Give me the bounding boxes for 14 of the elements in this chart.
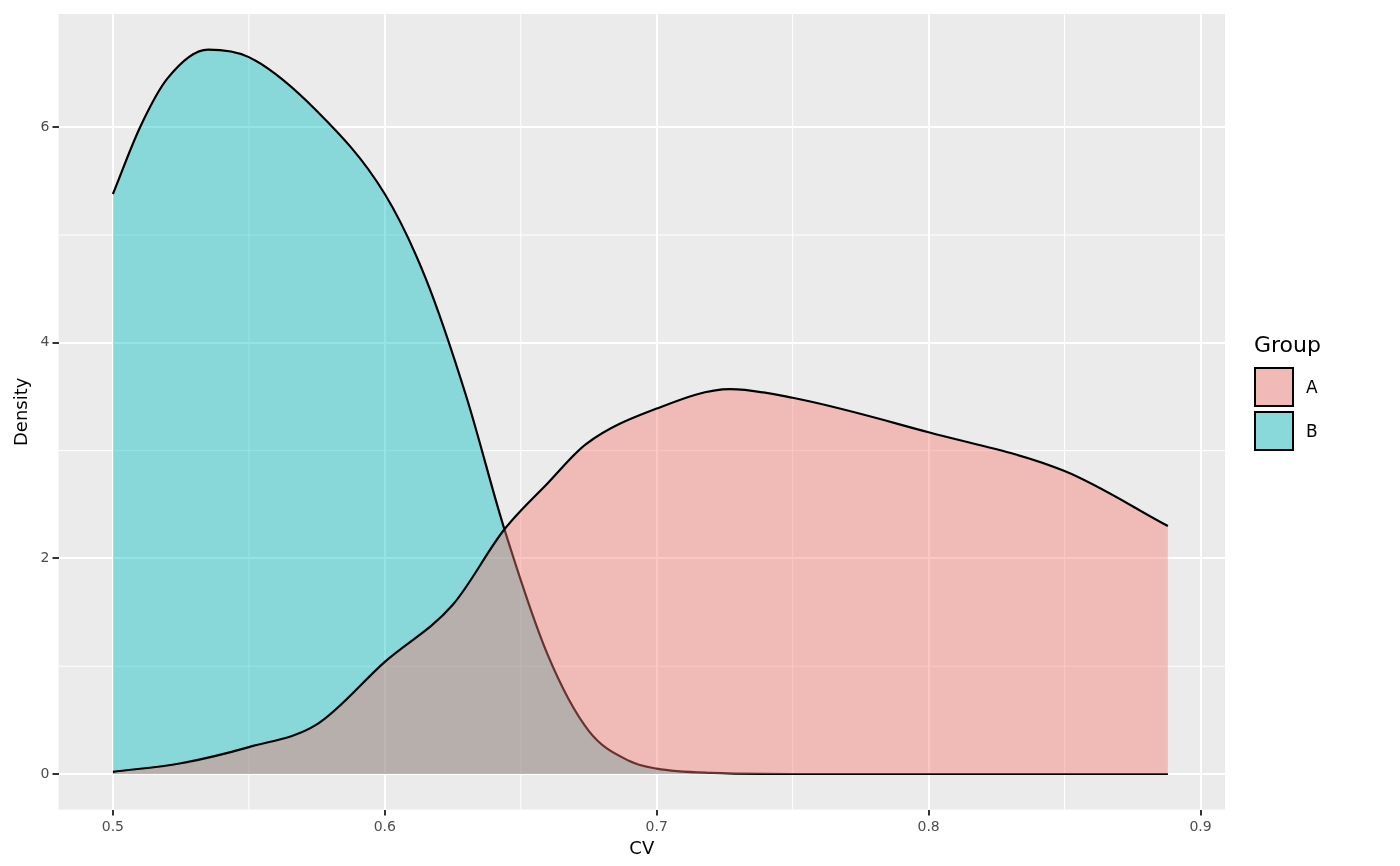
x-axis-title: CV — [629, 836, 655, 858]
x-tick-label: 0.8 — [917, 817, 940, 834]
y-tick-label: 2 — [40, 549, 50, 566]
legend-label: B — [1306, 421, 1318, 441]
y-axis-title: Density — [10, 377, 32, 447]
x-tick-label: 0.7 — [645, 817, 668, 834]
x-tick-label: 0.6 — [373, 817, 397, 834]
x-tick-label: 0.9 — [1189, 817, 1212, 834]
legend-label: A — [1306, 377, 1318, 397]
y-tick-label: 0 — [40, 764, 50, 781]
x-tick-label: 0.5 — [101, 817, 125, 834]
y-tick-label: 4 — [40, 333, 50, 350]
y-tick-label: 6 — [40, 117, 50, 134]
legend-title: Group — [1254, 332, 1321, 357]
